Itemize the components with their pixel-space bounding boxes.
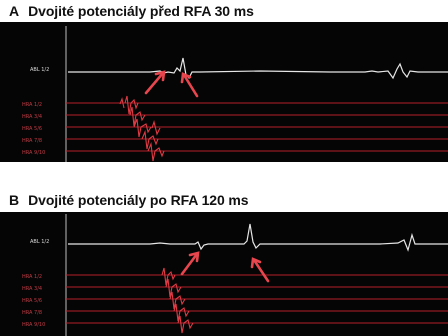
panel-b-hra-baselines: [66, 274, 448, 324]
panel-a-arrow-right: [182, 73, 199, 98]
panel-b-channel-hra-4: HRA 7/8: [22, 310, 42, 316]
panel-a-ecg: ABL 1/2 HRA 1/2 HRA 3/4 HRA 5/6 HRA 7/8 …: [22, 26, 448, 162]
panel-b-traces: ABL 1/2 HRA 1/2 HRA 3/4 HRA 5/6 HRA 7/8 …: [0, 212, 448, 336]
panel-b-label: Dvojité potenciály po RFA 120 ms: [28, 192, 249, 208]
panel-a-arrow-right-head: [180, 72, 192, 84]
panel-b-title: B Dvojité potenciály po RFA 120 ms: [0, 189, 448, 211]
panel-a-label: Dvojité potenciály před RFA 30 ms: [28, 3, 254, 19]
panel-a-abl-trace: [68, 57, 448, 80]
panel-b-ecg: ABL 1/2 HRA 1/2 HRA 3/4 HRA 5/6 HRA 7/8 …: [22, 214, 448, 336]
panel-a-arrow-left: [144, 71, 165, 95]
panel-a-channel-hra-2: HRA 3/4: [22, 114, 42, 120]
panel-b-channel-hra-5: HRA 9/10: [22, 322, 45, 328]
panel-a-letter: A: [9, 3, 20, 19]
panel-b-arrow-right: [252, 258, 270, 283]
panel-b-arrow-right-head: [250, 257, 262, 269]
panel-b-channel-hra-2: HRA 3/4: [22, 286, 42, 292]
panel-a-channel-hra-1: HRA 1/2: [22, 102, 42, 108]
panel-b-arrows: [180, 251, 270, 283]
panel-a-arrow-left-head: [154, 70, 166, 82]
panel-b-hra-deflections: [161, 267, 194, 334]
panel-a-channel-abl: ABL 1/2: [30, 67, 49, 73]
panel-a-channel-hra-5: HRA 9/10: [22, 150, 45, 156]
panel-b-channel-abl: ABL 1/2: [30, 239, 49, 245]
panel-a-title: A Dvojité potenciály před RFA 30 ms: [0, 0, 448, 22]
panel-b-letter: B: [9, 192, 20, 208]
panel-a-hra-deflections: [119, 95, 165, 162]
panel-a-channel-hra-3: HRA 5/6: [22, 126, 42, 132]
panel-a-channel-hra-4: HRA 7/8: [22, 138, 42, 144]
panel-a-arrows: [144, 70, 199, 98]
panel-b-channel-hra-3: HRA 5/6: [22, 298, 42, 304]
panel-b-channel-hra-1: HRA 1/2: [22, 274, 42, 280]
panel-b-arrow-left-head: [188, 251, 200, 263]
panel-a-traces: ABL 1/2 HRA 1/2 HRA 3/4 HRA 5/6 HRA 7/8 …: [0, 22, 448, 162]
panel-b-abl-trace: [68, 223, 448, 252]
panel-gap: [0, 162, 448, 184]
panel-b-arrow-left: [180, 252, 199, 276]
panel-a-hra-baselines: [66, 102, 448, 152]
